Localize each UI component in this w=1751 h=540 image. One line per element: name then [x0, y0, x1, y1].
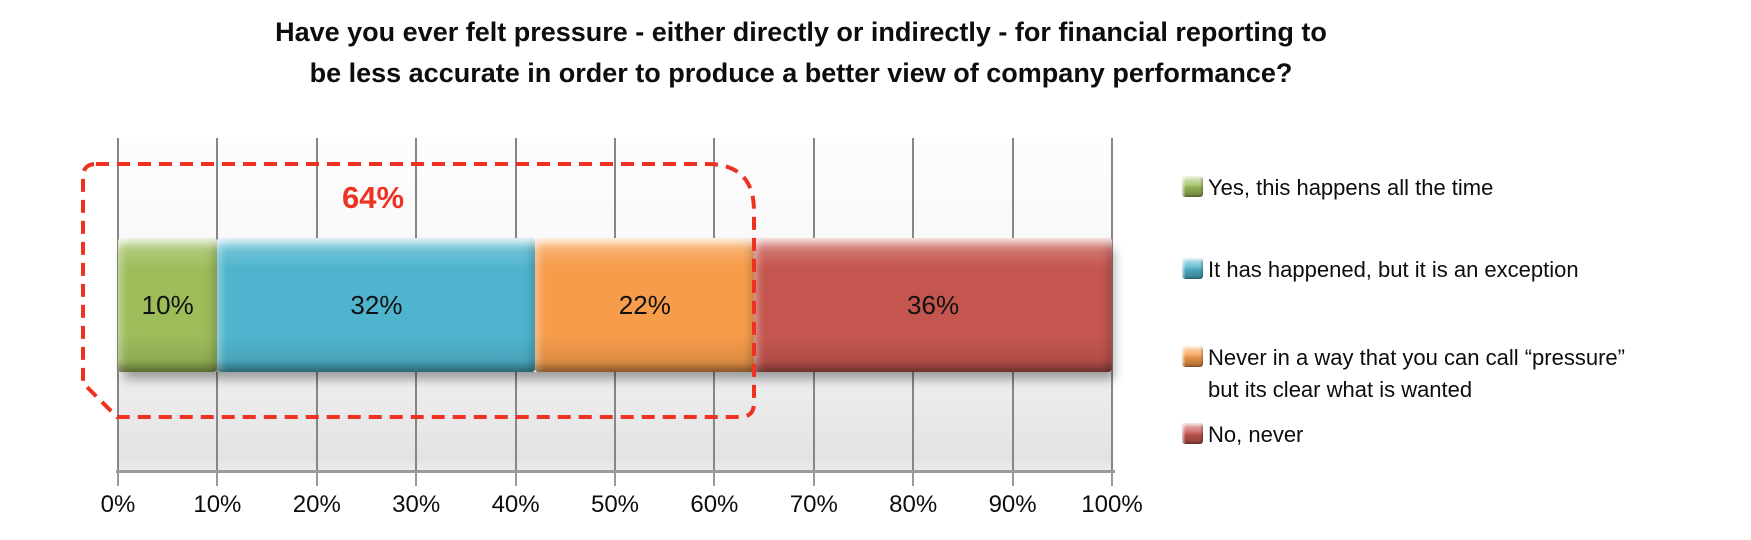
annotation-label: 64% [341, 180, 405, 215]
x-axis-tick-mark [912, 472, 915, 486]
bar-segment: 32% [217, 238, 536, 372]
x-tick-label: 60% [690, 491, 739, 518]
x-tick-label: 20% [292, 491, 341, 518]
bar-segment-value-label: 22% [618, 289, 671, 320]
x-tick-label: 40% [491, 491, 540, 518]
x-axis-tick-mark [216, 472, 219, 486]
x-axis-tick-mark [315, 472, 318, 486]
x-axis-tick-mark [1011, 472, 1014, 486]
gridline [1111, 138, 1113, 472]
x-tick-label: 0% [100, 491, 136, 518]
legend-item-label: Yes, this happens all the time [1208, 175, 1494, 200]
x-axis-tick-mark [415, 472, 418, 486]
chart-title: Have you ever felt pressure - either dir… [0, 12, 1602, 94]
legend-item: It has happened, but it is an exception [1182, 254, 1579, 286]
x-tick-label: 50% [590, 491, 640, 518]
legend-swatch [1182, 176, 1203, 197]
legend-swatch [1182, 258, 1203, 279]
chart-title-line1: Have you ever felt pressure - either dir… [275, 17, 1327, 47]
x-axis-tick-mark [812, 472, 815, 486]
bar-segment: 22% [535, 238, 755, 372]
x-axis-line [116, 470, 1115, 473]
legend-item-label: No, never [1208, 422, 1304, 447]
legend-swatch [1182, 423, 1203, 444]
x-axis-tick-mark [117, 472, 119, 486]
bar-segment-value-label: 32% [350, 289, 403, 320]
stacked-bar: 10% 32% 22% 36% [118, 238, 1112, 372]
x-tick-label: 90% [988, 491, 1037, 518]
legend-item-label: It has happened, but it is an exception [1208, 257, 1579, 282]
x-axis-tick-mark [514, 472, 517, 486]
x-tick-label: 70% [789, 491, 838, 518]
x-axis-tick-mark [1111, 472, 1113, 486]
bar-segment: 10% [118, 238, 218, 372]
legend-item: No, never [1182, 419, 1303, 451]
x-tick-label: 100% [1081, 491, 1143, 518]
legend-item: Never in a way that you can call “pressu… [1182, 342, 1625, 406]
chart-title-line2: be less accurate in order to produce a b… [309, 58, 1293, 88]
legend-item: Yes, this happens all the time [1182, 172, 1493, 204]
x-axis-tick-mark [614, 472, 616, 486]
x-axis-tick-mark [713, 472, 716, 486]
x-tick-label: 10% [193, 491, 242, 518]
legend-item-label: Never in a way that you can call “pressu… [1208, 345, 1625, 402]
x-tick-label: 80% [889, 491, 938, 518]
bar-segment: 36% [754, 238, 1112, 372]
bar-segment-value-label: 36% [907, 289, 960, 320]
legend-swatch [1182, 346, 1203, 367]
bar-segment-value-label: 10% [141, 289, 194, 320]
x-tick-label: 30% [392, 491, 441, 518]
